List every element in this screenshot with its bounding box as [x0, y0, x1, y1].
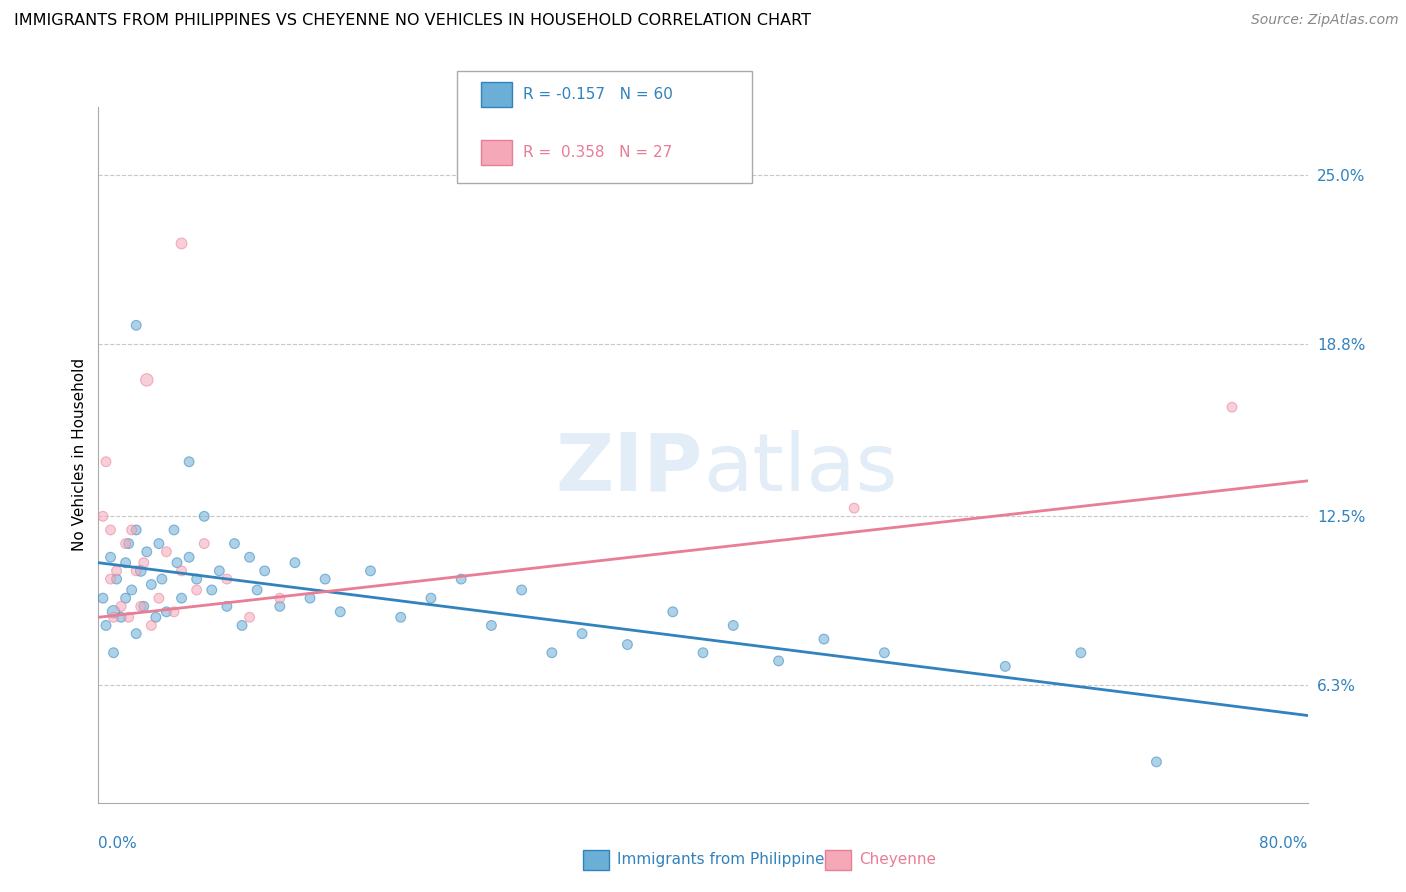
Point [129, 564, 152, 578]
Point [110, 610, 132, 624]
Point [103, 610, 125, 624]
Point [193, 536, 215, 550]
Point [314, 572, 336, 586]
Point [135, 373, 157, 387]
Point [110, 599, 132, 614]
Y-axis label: No Vehicles in Household: No Vehicles in Household [72, 359, 87, 551]
Point [329, 605, 352, 619]
Text: Source: ZipAtlas.com: Source: ZipAtlas.com [1251, 13, 1399, 28]
Point [844, 501, 866, 516]
Point [170, 236, 193, 251]
Text: R = -0.157   N = 60: R = -0.157 N = 60 [523, 87, 673, 102]
Point [389, 610, 412, 624]
Point [269, 599, 291, 614]
Text: 0.0%: 0.0% [98, 836, 138, 851]
Point [125, 626, 148, 640]
Point [100, 523, 122, 537]
Point [132, 556, 155, 570]
Point [723, 618, 745, 632]
Point [179, 455, 201, 469]
Point [114, 556, 136, 570]
Point [269, 591, 291, 606]
Point [100, 550, 122, 565]
Point [768, 654, 790, 668]
Point [201, 582, 224, 597]
Point [284, 556, 307, 570]
Point [215, 599, 238, 614]
Point [420, 591, 443, 606]
Point [179, 550, 201, 565]
Point [150, 572, 173, 586]
Point [100, 572, 122, 586]
Point [186, 572, 208, 586]
Point [239, 610, 262, 624]
Point [224, 536, 246, 550]
Point [692, 646, 714, 660]
Point [94, 455, 117, 469]
Point [571, 626, 593, 640]
Point [141, 577, 163, 591]
Point [166, 556, 188, 570]
Point [121, 582, 143, 597]
Point [253, 564, 276, 578]
Point [118, 610, 141, 624]
Point [661, 605, 683, 619]
Point [873, 646, 896, 660]
Point [145, 610, 167, 624]
Point [1144, 755, 1167, 769]
Point [163, 605, 186, 619]
Text: Immigrants from Philippines: Immigrants from Philippines [617, 853, 832, 867]
Point [616, 638, 638, 652]
Point [114, 536, 136, 550]
Point [170, 591, 193, 606]
Point [94, 618, 117, 632]
Point [450, 572, 472, 586]
Point [1070, 646, 1092, 660]
Point [114, 591, 136, 606]
Point [118, 536, 141, 550]
Point [135, 545, 157, 559]
Point [246, 582, 269, 597]
Point [186, 582, 208, 597]
Text: IMMIGRANTS FROM PHILIPPINES VS CHEYENNE NO VEHICLES IN HOUSEHOLD CORRELATION CHA: IMMIGRANTS FROM PHILIPPINES VS CHEYENNE … [14, 13, 811, 29]
Point [163, 523, 186, 537]
Point [510, 582, 533, 597]
Point [91, 591, 114, 606]
Text: R =  0.358   N = 27: R = 0.358 N = 27 [523, 145, 672, 160]
Point [148, 536, 170, 550]
Point [129, 599, 152, 614]
Point [231, 618, 253, 632]
Point [193, 509, 215, 524]
Point [125, 523, 148, 537]
Point [91, 509, 114, 524]
Text: 80.0%: 80.0% [1260, 836, 1308, 851]
Point [239, 550, 262, 565]
Point [481, 618, 503, 632]
Point [299, 591, 322, 606]
Point [540, 646, 562, 660]
Point [360, 564, 382, 578]
Point [813, 632, 835, 646]
Text: Cheyenne: Cheyenne [859, 853, 936, 867]
Point [105, 572, 128, 586]
Point [121, 523, 143, 537]
Point [103, 605, 125, 619]
Point [125, 318, 148, 333]
Point [155, 605, 177, 619]
Point [170, 564, 193, 578]
Point [125, 564, 148, 578]
Point [141, 618, 163, 632]
Point [208, 564, 231, 578]
Point [105, 564, 128, 578]
Point [155, 545, 177, 559]
Point [215, 572, 238, 586]
Text: atlas: atlas [703, 430, 897, 508]
Point [148, 591, 170, 606]
Point [132, 599, 155, 614]
Point [1220, 400, 1243, 414]
Text: ZIP: ZIP [555, 430, 703, 508]
Point [994, 659, 1017, 673]
Point [103, 646, 125, 660]
